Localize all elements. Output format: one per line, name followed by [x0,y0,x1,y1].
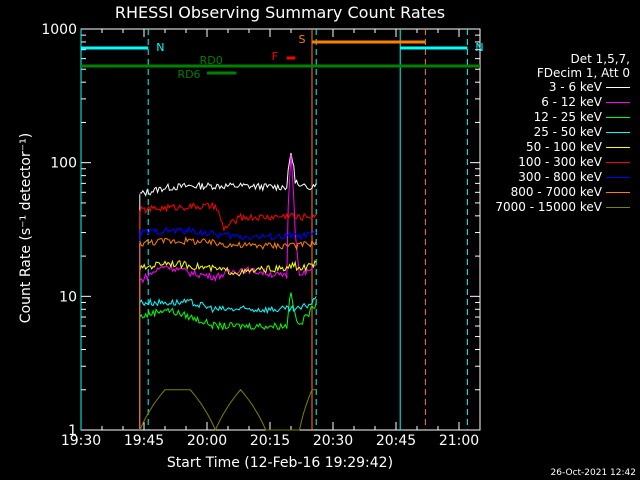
legend-entry: 800 - 7000 keV [511,185,630,199]
series-line [139,201,317,231]
legend-entry: 100 - 300 keV [518,155,630,169]
series-line [139,152,317,197]
legend-entry: 25 - 50 keV [534,125,630,139]
legend-entry: 7000 - 15000 keV [495,200,630,214]
legend-entry: 50 - 100 keV [526,140,630,154]
legend-label: 100 - 300 keV [518,155,602,169]
series-line [139,225,317,242]
legend-swatch [606,117,630,118]
y-axis-label: Count Rate (s⁻¹ detector⁻¹) [18,133,34,323]
legend-entry: 3 - 6 keV [549,80,630,94]
legend-label: 12 - 25 keV [533,110,602,124]
x-tick-label: 20:15 [250,433,290,449]
plot-axes: 19:30 19:45 20:00 20:15 20:30 20:45 21:00 1 10 10… [41,22,481,449]
legend-header: Det 1,5,7, [570,52,631,66]
series-layer [139,152,317,432]
legend-entry: 12 - 25 keV [534,110,630,124]
annotation-label: N [475,41,483,54]
legend-label: 3 - 6 keV [548,80,602,94]
x-tick-label: 19:30 [61,433,101,449]
annotation-label: S [299,33,306,46]
x-tick-label: 21:00 [439,433,479,449]
legend-header: FDecim 1, Att 0 [536,66,630,80]
legend-swatch [606,147,630,148]
legend-swatch [606,207,630,208]
legend-entry: 6 - 12 keV [541,95,630,109]
y-tick-label: 10 [59,289,77,305]
x-tick-label: 20:45 [376,433,416,449]
chart-title: RHESSI Observing Summary Count Rates [115,3,445,22]
legend-label: 800 - 7000 keV [510,185,602,199]
annotation-label: RD6 [177,68,200,81]
footer-date: 26-Oct-2021 12:42 [551,468,636,478]
legend-swatch [606,192,630,193]
x-tick-label: 19:45 [124,433,164,449]
series-line [139,389,317,432]
legend-label: 300 - 800 keV [518,170,602,184]
legend-swatch [606,132,630,133]
legend-label: 25 - 50 keV [533,125,602,139]
x-axis-label: Start Time (12-Feb-16 19:29:42) [167,455,393,471]
legend-swatch [606,87,630,88]
legend-label: 7000 - 15000 keV [495,200,602,214]
y-tick-label: 1 [68,423,77,439]
y-tick-label: 1000 [41,22,77,38]
annotation-label: F [272,50,278,63]
annotation-label: RD0 [200,54,223,67]
x-tick-label: 20:30 [313,433,353,449]
legend-entry: 300 - 800 keV [518,170,630,184]
x-tick-label: 20:00 [187,433,227,449]
series-line [139,292,317,331]
series-line [139,296,317,315]
series-line [139,236,317,251]
series-line [139,259,317,277]
legend-label: 50 - 100 keV [525,140,602,154]
annotation-label: N [156,41,164,54]
legend-label: 6 - 12 keV [541,95,602,109]
legend-swatch [606,102,630,103]
legend-swatch [606,162,630,163]
y-tick-label: 100 [50,156,77,172]
legend-swatch [606,177,630,178]
